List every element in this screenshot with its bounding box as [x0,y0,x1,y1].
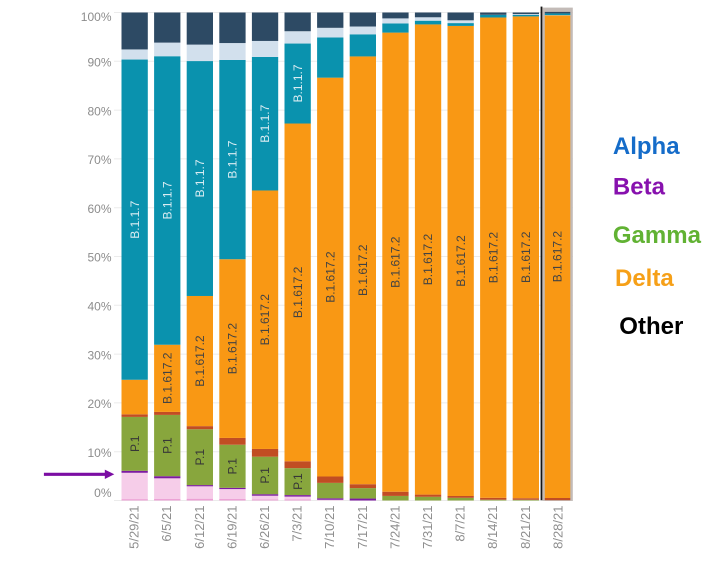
svg-text:40%: 40% [87,300,111,314]
svg-text:B.1.617.2: B.1.617.2 [193,335,207,387]
svg-text:8/28/21: 8/28/21 [550,506,565,549]
svg-text:B.1.617.2: B.1.617.2 [389,236,403,288]
svg-text:B.1.617.2: B.1.617.2 [421,233,435,285]
svg-text:B.1.1.7: B.1.1.7 [291,64,305,102]
svg-text:B.1.617.2: B.1.617.2 [226,323,240,375]
svg-text:B.1.617.2: B.1.617.2 [291,266,305,318]
svg-text:Gamma: Gamma [613,222,702,249]
svg-text:Delta: Delta [615,265,674,292]
svg-text:0%: 0% [94,486,112,500]
svg-text:B.1.617.2: B.1.617.2 [519,231,533,283]
svg-text:8/7/21: 8/7/21 [453,506,468,542]
svg-text:30%: 30% [87,348,111,362]
svg-text:B.1.617.2: B.1.617.2 [454,235,468,287]
svg-text:90%: 90% [87,56,111,70]
svg-text:B.1.1.7: B.1.1.7 [193,159,207,197]
svg-text:100%: 100% [81,10,112,24]
svg-text:8/14/21: 8/14/21 [485,506,500,549]
svg-text:8/21/21: 8/21/21 [518,506,533,549]
svg-text:70%: 70% [87,153,111,167]
svg-text:6/19/21: 6/19/21 [225,506,240,549]
svg-text:P.1: P.1 [128,435,142,452]
svg-text:80%: 80% [87,104,111,118]
svg-text:B.1.1.7: B.1.1.7 [160,181,174,219]
svg-text:7/31/21: 7/31/21 [420,506,435,549]
svg-text:5/29/21: 5/29/21 [127,506,142,549]
svg-text:P.1: P.1 [226,458,240,475]
svg-text:Other: Other [619,313,683,340]
svg-text:50%: 50% [87,251,111,265]
svg-text:7/3/21: 7/3/21 [290,506,305,542]
svg-text:P.1: P.1 [193,449,207,466]
svg-text:B.1.617.2: B.1.617.2 [323,251,337,303]
svg-text:B.1.617.2: B.1.617.2 [258,294,272,346]
svg-text:B.1.1.7: B.1.1.7 [128,200,142,238]
svg-text:P.1: P.1 [291,473,305,490]
svg-text:B.1.617.2: B.1.617.2 [160,352,174,404]
svg-text:10%: 10% [87,446,111,460]
svg-text:20%: 20% [87,397,111,411]
svg-text:6/26/21: 6/26/21 [257,506,272,549]
svg-text:B.1.617.2: B.1.617.2 [486,232,500,284]
svg-text:P.1: P.1 [160,437,174,454]
svg-text:B.1.1.7: B.1.1.7 [258,104,272,142]
svg-text:P.1: P.1 [258,467,272,484]
svg-text:6/12/21: 6/12/21 [192,506,207,549]
svg-text:6/5/21: 6/5/21 [159,506,174,542]
svg-text:Beta: Beta [613,174,666,201]
svg-text:7/17/21: 7/17/21 [355,506,370,549]
svg-text:7/24/21: 7/24/21 [387,506,402,549]
svg-text:Alpha: Alpha [613,133,680,160]
svg-text:B.1.617.2: B.1.617.2 [356,244,370,296]
svg-text:B.1.617.2: B.1.617.2 [551,231,565,283]
svg-text:7/10/21: 7/10/21 [322,506,337,549]
svg-text:B.1.1.7: B.1.1.7 [226,140,240,178]
svg-text:60%: 60% [87,202,111,216]
